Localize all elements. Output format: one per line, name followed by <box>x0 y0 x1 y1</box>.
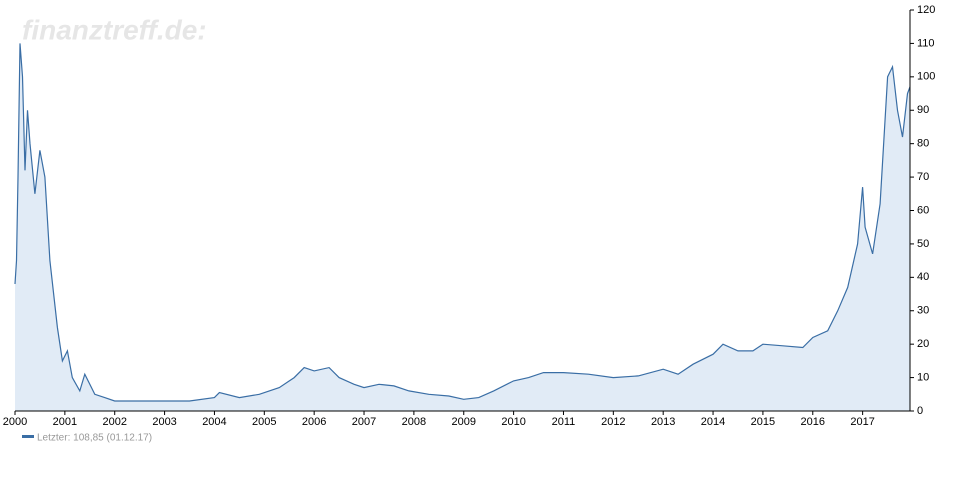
x-tick-label: 2004 <box>202 416 226 428</box>
x-tick-label: 2011 <box>552 416 576 428</box>
x-tick-label: 2000 <box>3 416 27 428</box>
legend-label: Letzter: 108,85 (01.12.17) <box>37 433 152 444</box>
x-tick-label: 2009 <box>452 416 476 428</box>
x-tick-label: 2005 <box>252 416 276 428</box>
x-tick-label: 2003 <box>152 416 176 428</box>
y-tick-label: 110 <box>917 37 935 49</box>
y-tick-label: 40 <box>917 271 929 283</box>
x-tick-label: 2012 <box>601 416 625 428</box>
y-tick-label: 80 <box>917 138 929 150</box>
x-tick-label: 2014 <box>701 416 725 428</box>
area <box>15 43 910 412</box>
y-tick-label: 50 <box>917 238 929 250</box>
x-tick-label: 2010 <box>501 416 525 428</box>
y-tick-label: 10 <box>917 371 929 383</box>
y-tick-label: 30 <box>917 305 929 317</box>
x-tick-label: 2006 <box>302 416 326 428</box>
y-tick-label: 0 <box>917 405 923 417</box>
y-tick-label: 120 <box>917 4 935 16</box>
line <box>14 43 911 402</box>
y-tick-label: 70 <box>917 171 929 183</box>
x-tick-label: 2013 <box>651 416 675 428</box>
x-tick-label: 2008 <box>402 416 426 428</box>
x-tick-label: 2007 <box>352 416 376 428</box>
x-tick-label: 2015 <box>751 416 775 428</box>
y-tick-label: 20 <box>917 338 929 350</box>
watermark: finanztreff.de: <box>22 14 207 45</box>
x-tick-label: 2002 <box>102 416 126 428</box>
y-tick-label: 100 <box>917 71 935 83</box>
x-tick-label: 2001 <box>53 416 77 428</box>
x-tick-label: 2017 <box>850 416 874 428</box>
legend-swatch <box>22 435 34 438</box>
y-tick-label: 90 <box>917 104 929 116</box>
x-tick-label: 2016 <box>801 416 825 428</box>
y-tick-label: 60 <box>917 204 929 216</box>
